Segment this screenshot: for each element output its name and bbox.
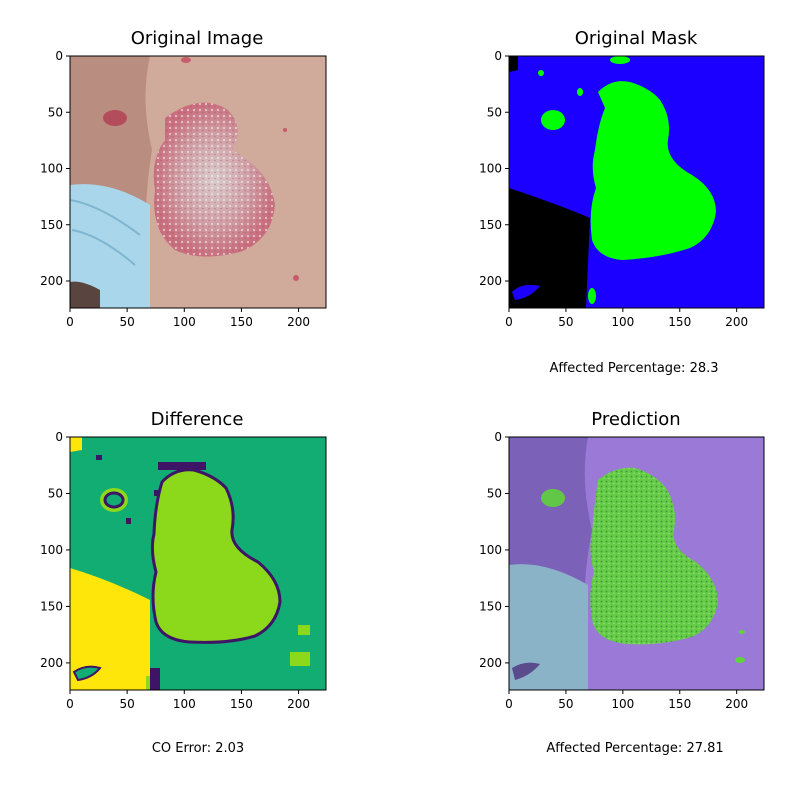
x-tick-label: 50 [558, 697, 573, 711]
mask-small-lesion [541, 110, 565, 130]
y-tick-label: 50 [48, 105, 63, 119]
diff-lesion [150, 468, 282, 644]
panel-original-image: 0 50 100 150 200 0 50 100 150 200 [40, 49, 327, 329]
x-tick-label: 50 [558, 315, 573, 329]
y-tick-label: 150 [479, 599, 502, 613]
x-tick-label: 200 [725, 697, 748, 711]
y-tick-label: 100 [40, 543, 63, 557]
y-tick-label: 50 [48, 486, 63, 500]
x-tick-label: 0 [66, 315, 74, 329]
y-tick-label: 50 [487, 105, 502, 119]
x-tick-label: 50 [120, 697, 135, 711]
x-tick-label: 150 [230, 315, 253, 329]
mask-ignore-region [509, 188, 590, 308]
panel-original-mask: 0 50 100 150 200 0 50 100 150 200 [479, 49, 765, 329]
x-tick-label: 150 [668, 697, 691, 711]
y-tick-label: 150 [40, 218, 63, 232]
diff-ignore-region [70, 568, 150, 690]
panel-difference: 0 50 100 150 200 0 50 100 150 200 [40, 430, 327, 711]
panel-title-original-image: Original Image [131, 28, 264, 49]
axes-frame [69, 55, 327, 309]
x-tick-label: 150 [230, 697, 253, 711]
y-tick-label: 200 [479, 274, 502, 288]
y-tick-label: 0 [494, 430, 502, 444]
panel-title-original-mask: Original Mask [575, 28, 698, 49]
x-tick-label: 100 [173, 697, 196, 711]
mask-lesion [590, 81, 716, 260]
y-tick-label: 200 [40, 274, 63, 288]
axes-frame [69, 436, 327, 691]
x-tick-label: 150 [668, 315, 691, 329]
y-tick-label: 150 [479, 218, 502, 232]
axes-frame [508, 436, 765, 691]
x-tick-label: 200 [287, 697, 310, 711]
panel-prediction: 0 50 100 150 200 0 50 100 150 200 [479, 430, 765, 711]
y-tick-label: 100 [479, 543, 502, 557]
y-tick-label: 0 [55, 430, 63, 444]
x-tick-label: 100 [611, 697, 634, 711]
caption-co-error: CO Error: 2.03 [152, 741, 244, 756]
y-tick-label: 200 [40, 656, 63, 670]
prediction-fabric [509, 564, 588, 690]
y-tick-label: 0 [55, 49, 63, 63]
small-plaque [103, 110, 127, 126]
panel-title-prediction: Prediction [591, 409, 680, 430]
y-tick-label: 200 [479, 656, 502, 670]
x-tick-label: 0 [66, 697, 74, 711]
y-tick-label: 50 [487, 486, 502, 500]
x-tick-label: 200 [287, 315, 310, 329]
x-tick-label: 0 [505, 315, 513, 329]
panel-title-difference: Difference [151, 409, 244, 430]
caption-mask-affected-percentage: Affected Percentage: 28.3 [549, 361, 718, 376]
x-tick-label: 100 [173, 315, 196, 329]
prediction-lesion [590, 467, 718, 645]
x-tick-label: 0 [505, 697, 513, 711]
y-tick-label: 150 [40, 599, 63, 613]
dark-corner [70, 281, 100, 308]
y-tick-label: 100 [479, 162, 502, 176]
x-tick-label: 100 [611, 315, 634, 329]
y-tick-label: 100 [40, 162, 63, 176]
y-tick-label: 0 [494, 49, 502, 63]
x-tick-label: 200 [725, 315, 748, 329]
axes-frame [508, 55, 765, 309]
caption-prediction-affected-percentage: Affected Percentage: 27.81 [546, 741, 723, 756]
x-tick-label: 50 [120, 315, 135, 329]
